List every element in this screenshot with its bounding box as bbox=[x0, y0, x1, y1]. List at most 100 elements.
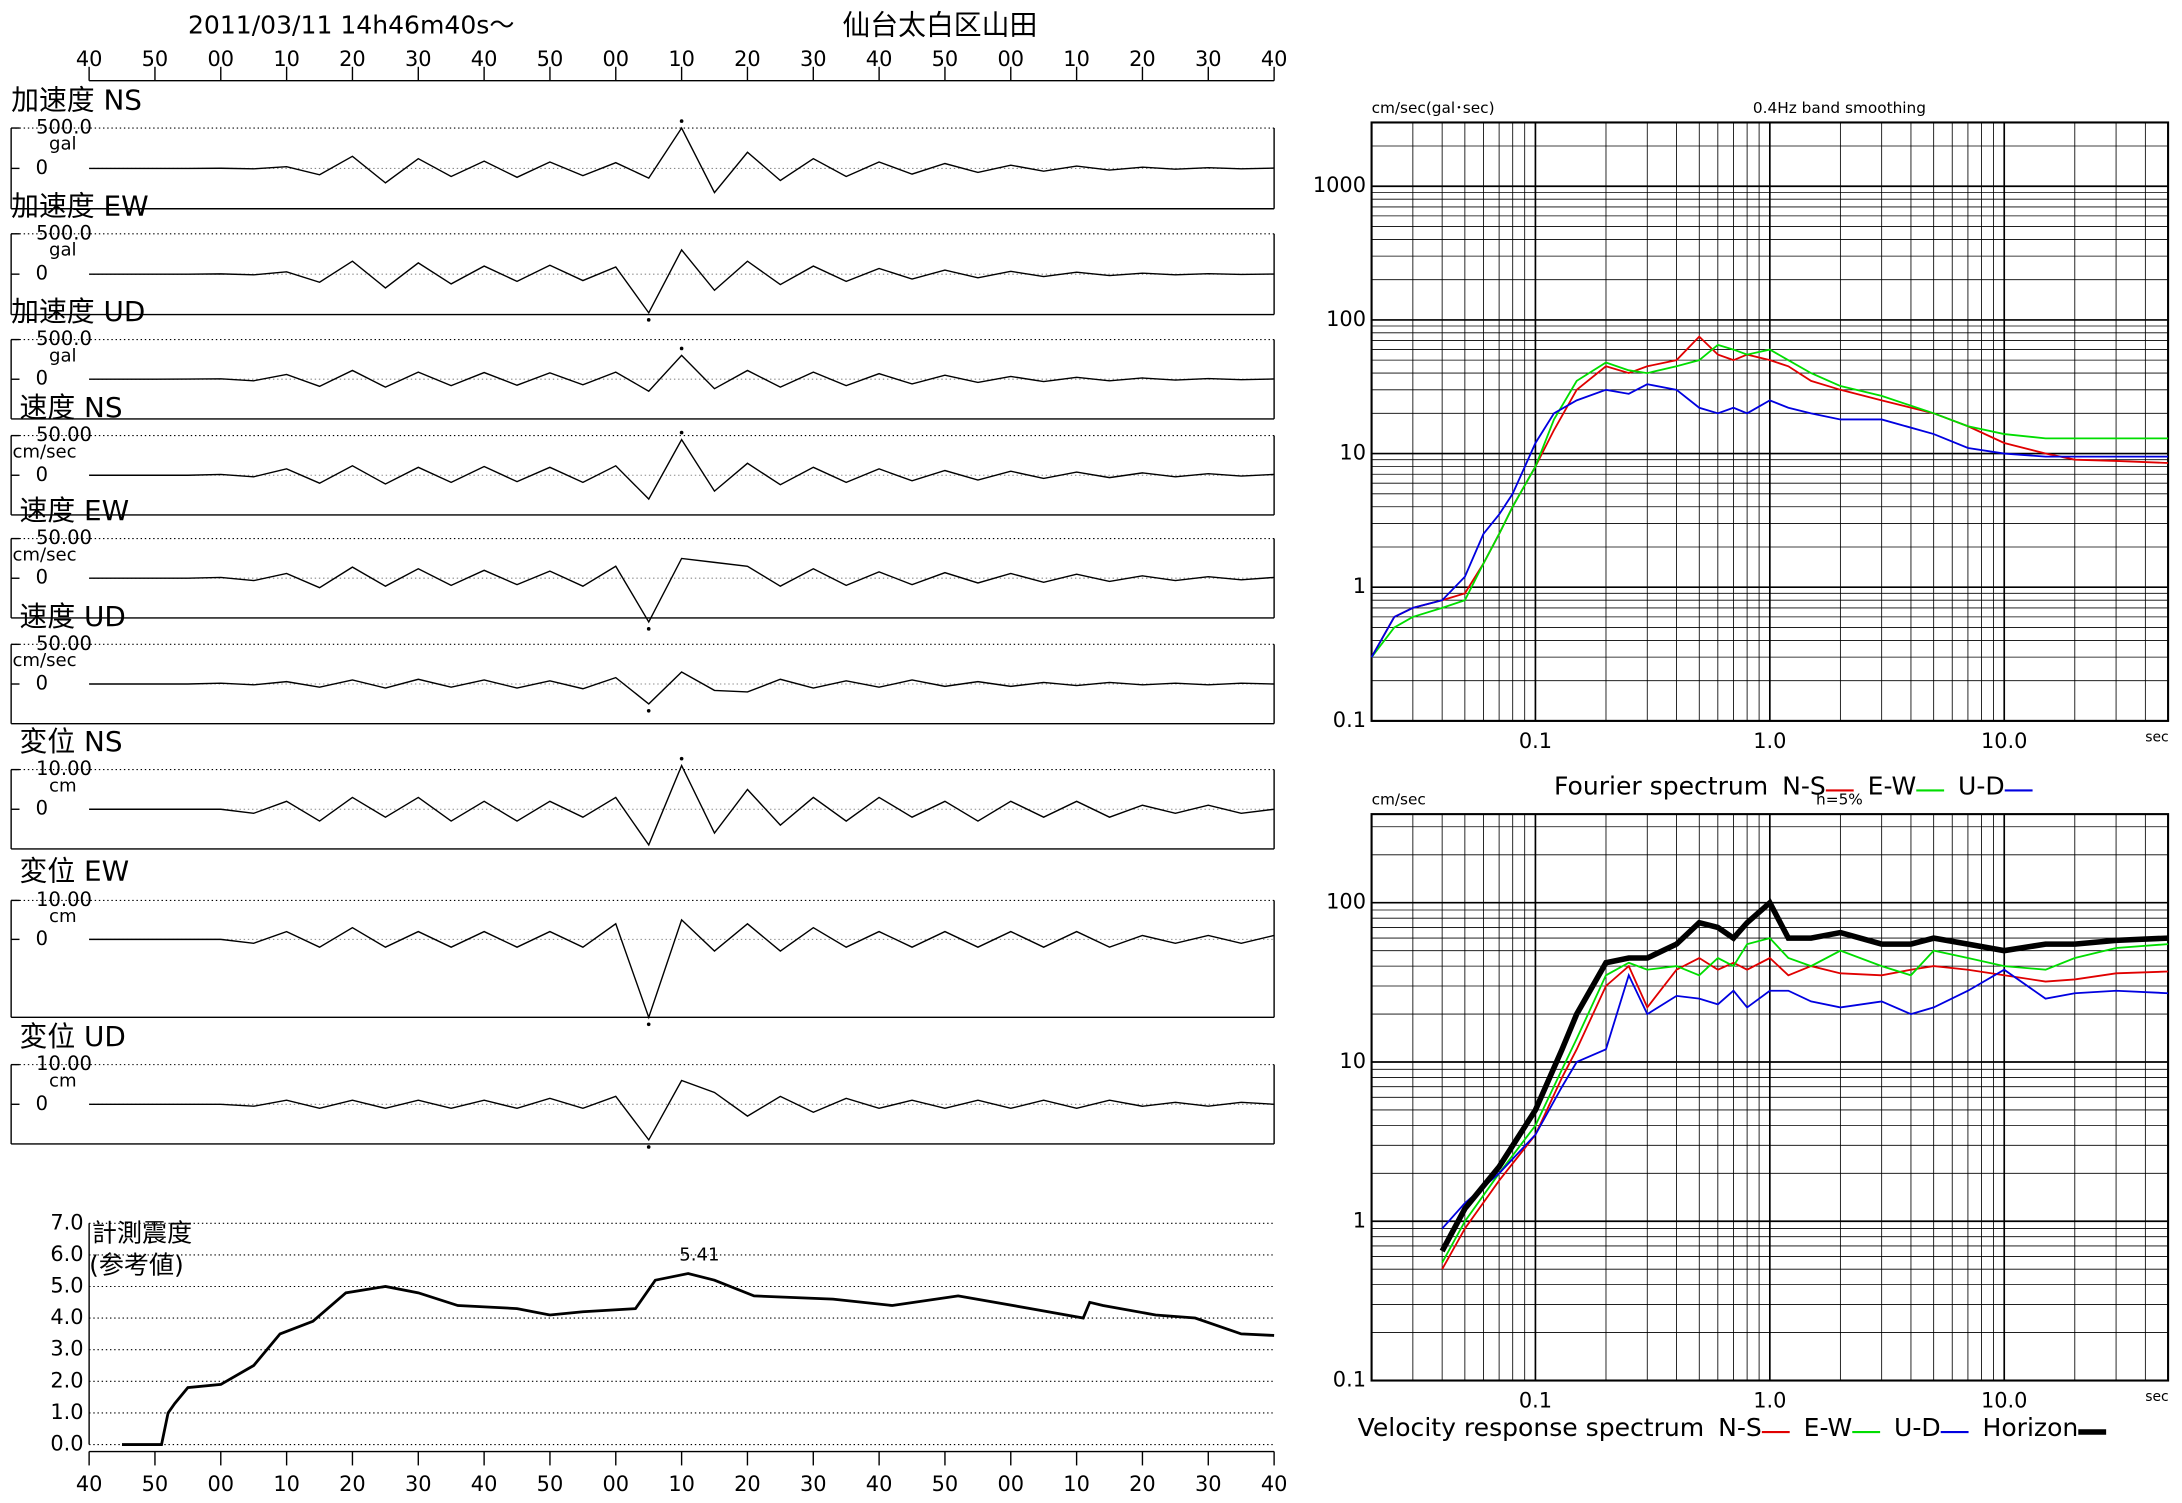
y-tick-label: 2.0 bbox=[50, 1368, 83, 1392]
time-tick-label: 40 bbox=[1261, 1472, 1288, 1496]
station: 仙台太白区山田 bbox=[842, 8, 1037, 41]
y-tick-label: 10.00 bbox=[36, 757, 92, 780]
subtitle: h=5% bbox=[1816, 791, 1863, 809]
y-tick-label: 50.00 bbox=[36, 423, 92, 446]
y-tick-label: 50.00 bbox=[36, 632, 92, 655]
waveform bbox=[89, 438, 1275, 501]
peak-marker bbox=[679, 346, 684, 351]
y-tick-label: 500.0 bbox=[36, 327, 92, 350]
y-tick-label: 10.00 bbox=[36, 1052, 92, 1075]
y-tick-label: 0 bbox=[36, 1092, 48, 1115]
y-tick-label: 10 bbox=[1339, 441, 1366, 465]
time-tick-label: 40 bbox=[471, 47, 498, 71]
peak-marker bbox=[679, 756, 684, 761]
time-tick-label: 50 bbox=[537, 1472, 564, 1496]
y-tick-label: 10 bbox=[1339, 1049, 1366, 1073]
time-tick-label: 10 bbox=[668, 47, 695, 71]
panel-title: 速度 UD bbox=[19, 600, 125, 633]
time-tick-label: 40 bbox=[866, 1472, 893, 1496]
intensity-title: 計測震度 bbox=[92, 1218, 192, 1247]
time-tick-label: 10 bbox=[668, 1472, 695, 1496]
spectrum-line bbox=[1441, 956, 2169, 1270]
x-tick-label: 1.0 bbox=[1753, 1388, 1786, 1412]
legend-label: E-W bbox=[1804, 1413, 1853, 1442]
panel-title: 加速度 UD bbox=[11, 295, 145, 328]
y-unit: gal bbox=[49, 240, 77, 261]
panel-title: 変位 UD bbox=[19, 1020, 125, 1053]
x-tick-label: 1.0 bbox=[1753, 729, 1786, 753]
plot-frame bbox=[1370, 813, 2170, 1382]
panel-title: 加速度 EW bbox=[11, 189, 148, 222]
x-unit: sec bbox=[2145, 1389, 2168, 1405]
time-tick-label: 20 bbox=[339, 1472, 366, 1496]
peak-marker bbox=[646, 627, 651, 631]
time-tick-label: 40 bbox=[1261, 47, 1288, 71]
time-tick-label: 50 bbox=[537, 47, 564, 71]
waveform bbox=[89, 557, 1275, 624]
time-tick-label: 30 bbox=[800, 1472, 827, 1496]
panel-title: 速度 NS bbox=[19, 391, 122, 424]
time-tick-label: 50 bbox=[932, 47, 959, 71]
time-tick-label: 50 bbox=[142, 1472, 169, 1496]
y-tick-label: 0 bbox=[36, 463, 48, 486]
spectrum-line bbox=[1370, 343, 2169, 658]
intensity-subtitle: (参考値) bbox=[89, 1250, 184, 1279]
y-tick-label: 3.0 bbox=[50, 1337, 83, 1361]
peak-marker bbox=[646, 1145, 651, 1149]
peak-marker bbox=[646, 318, 651, 322]
time-tick-label: 40 bbox=[471, 1472, 498, 1496]
waveform bbox=[89, 354, 1275, 393]
y-tick-label: 4.0 bbox=[50, 1305, 83, 1329]
y-tick-label: 100 bbox=[1326, 890, 1366, 914]
plot-frame bbox=[1370, 121, 2170, 722]
legend-title: Velocity response spectrum bbox=[1358, 1413, 1705, 1442]
legend-label: N-S bbox=[1782, 772, 1826, 801]
y-tick-label: 0.0 bbox=[50, 1432, 83, 1456]
y-tick-label: 0.1 bbox=[1333, 1368, 1366, 1392]
y-tick-label: 5.0 bbox=[50, 1274, 83, 1298]
y-unit: cm/sec bbox=[12, 650, 76, 671]
y-tick-label: 10.00 bbox=[36, 888, 92, 911]
time-tick-label: 20 bbox=[734, 47, 761, 71]
waveform bbox=[89, 126, 1275, 194]
y-tick-label: 0 bbox=[36, 927, 48, 950]
y-unit: cm bbox=[49, 1070, 77, 1091]
y-unit: cm/sec bbox=[1372, 791, 1426, 809]
time-tick-label: 50 bbox=[932, 1472, 959, 1496]
y-tick-label: 500.0 bbox=[36, 221, 92, 244]
waveform bbox=[89, 248, 1275, 315]
legend-label: N-S bbox=[1718, 1413, 1762, 1442]
time-tick-label: 00 bbox=[207, 1472, 234, 1496]
datetime: 2011/03/11 14h46m40s〜 bbox=[188, 10, 514, 39]
time-tick-label: 20 bbox=[1129, 47, 1156, 71]
y-tick-label: 0 bbox=[36, 156, 48, 179]
peak-marker bbox=[646, 1022, 651, 1027]
spectrum-line bbox=[1441, 968, 2169, 1230]
y-tick-label: 0 bbox=[36, 672, 48, 695]
panel-title: 加速度 NS bbox=[11, 84, 142, 117]
y-unit: cm bbox=[49, 775, 77, 796]
time-tick-label: 00 bbox=[207, 47, 234, 71]
y-tick-label: 0 bbox=[36, 566, 48, 589]
peak-marker bbox=[646, 708, 651, 713]
panel-title: 速度 EW bbox=[19, 494, 129, 527]
time-tick-label: 40 bbox=[76, 47, 103, 71]
y-tick-label: 7.0 bbox=[50, 1210, 83, 1234]
time-tick-label: 00 bbox=[997, 1472, 1024, 1496]
y-tick-label: 1 bbox=[1353, 574, 1366, 598]
time-tick-label: 10 bbox=[1063, 1472, 1090, 1496]
time-tick-label: 10 bbox=[273, 1472, 300, 1496]
y-tick-label: 0 bbox=[36, 262, 48, 285]
legend-title: Fourier spectrum bbox=[1554, 772, 1768, 801]
x-tick-label: 10.0 bbox=[1981, 729, 2027, 753]
panel-title: 変位 NS bbox=[19, 725, 122, 758]
time-tick-label: 10 bbox=[273, 47, 300, 71]
y-unit: cm/sec(gal･sec) bbox=[1372, 99, 1495, 117]
y-tick-label: 0 bbox=[36, 797, 48, 820]
panel-title: 変位 EW bbox=[19, 855, 129, 888]
legend-label: U-D bbox=[1958, 772, 2005, 801]
y-unit: gal bbox=[49, 134, 77, 155]
time-tick-label: 50 bbox=[142, 47, 169, 71]
